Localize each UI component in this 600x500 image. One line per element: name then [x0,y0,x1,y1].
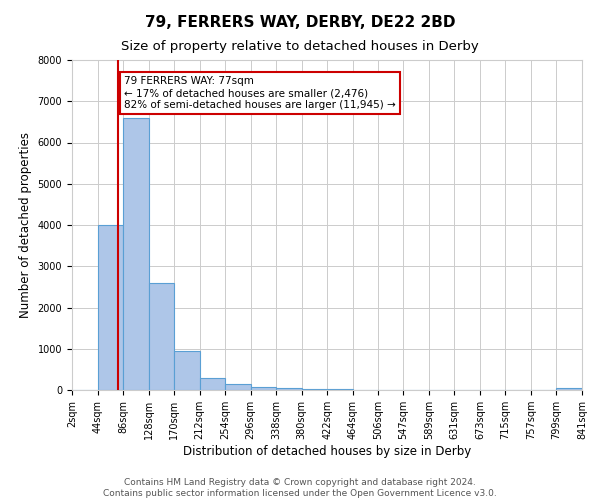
Text: Contains HM Land Registry data © Crown copyright and database right 2024.
Contai: Contains HM Land Registry data © Crown c… [103,478,497,498]
Bar [98,225,123,390]
Bar [123,118,149,390]
Bar [225,384,251,390]
Bar [556,388,582,390]
Text: 79 FERRERS WAY: 77sqm
← 17% of detached houses are smaller (2,476)
82% of semi-d: 79 FERRERS WAY: 77sqm ← 17% of detached … [124,76,396,110]
Bar [174,351,200,390]
X-axis label: Distribution of detached houses by size in Derby: Distribution of detached houses by size … [183,445,471,458]
Bar [149,283,174,390]
Bar [328,389,353,390]
Text: Size of property relative to detached houses in Derby: Size of property relative to detached ho… [121,40,479,53]
Bar [276,388,302,390]
Bar [302,389,328,390]
Bar [251,386,276,390]
Bar [200,378,225,390]
Y-axis label: Number of detached properties: Number of detached properties [19,132,32,318]
Text: 79, FERRERS WAY, DERBY, DE22 2BD: 79, FERRERS WAY, DERBY, DE22 2BD [145,15,455,30]
